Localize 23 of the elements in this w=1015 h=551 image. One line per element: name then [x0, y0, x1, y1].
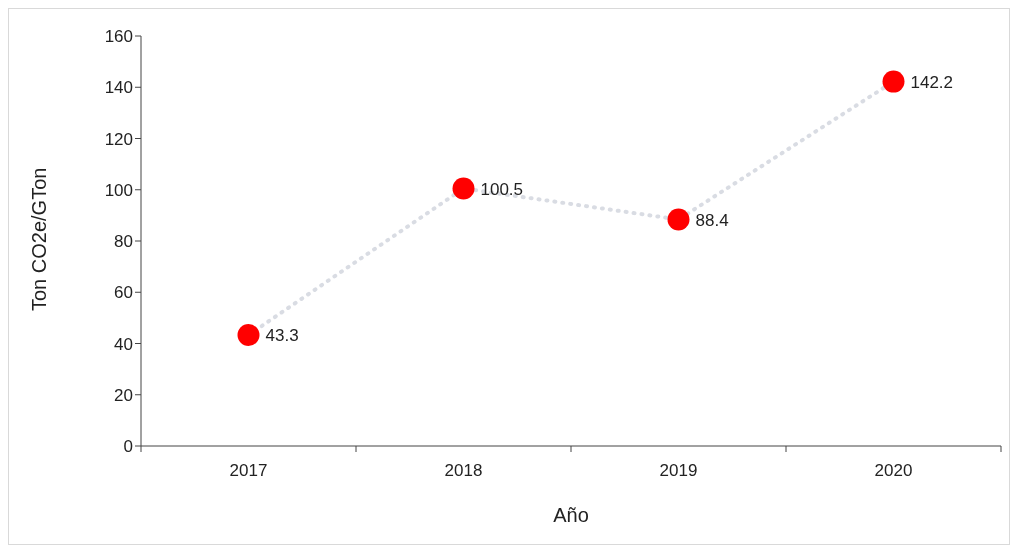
point — [237, 324, 260, 347]
data-label: 100.5 — [480, 179, 524, 199]
point — [667, 208, 690, 231]
x-tick-label: 2019 — [659, 461, 698, 480]
y-tick-label: 120 — [104, 129, 133, 149]
y-tick-label: 60 — [114, 283, 133, 303]
y-tick-label: 160 — [104, 27, 133, 47]
y-axis-title: Ton CO2e/GTon — [28, 167, 51, 311]
y-tick-label: 140 — [104, 78, 133, 98]
x-axis-title: Año — [553, 504, 589, 526]
x-tick-label: 2020 — [874, 461, 913, 480]
y-tick-label: 20 — [114, 385, 133, 405]
y-tick-label: 80 — [114, 232, 133, 252]
data-label: 142.2 — [910, 72, 954, 92]
point — [882, 70, 905, 93]
data-label: 43.3 — [265, 326, 299, 346]
point — [452, 177, 475, 200]
y-tick-label: 0 — [123, 437, 133, 457]
x-tick-label: 2018 — [444, 461, 483, 480]
y-tick-label: 40 — [114, 334, 133, 354]
y-tick-label: 100 — [104, 180, 133, 200]
data-label: 88.4 — [695, 210, 729, 230]
x-tick-label: 2017 — [229, 461, 268, 480]
